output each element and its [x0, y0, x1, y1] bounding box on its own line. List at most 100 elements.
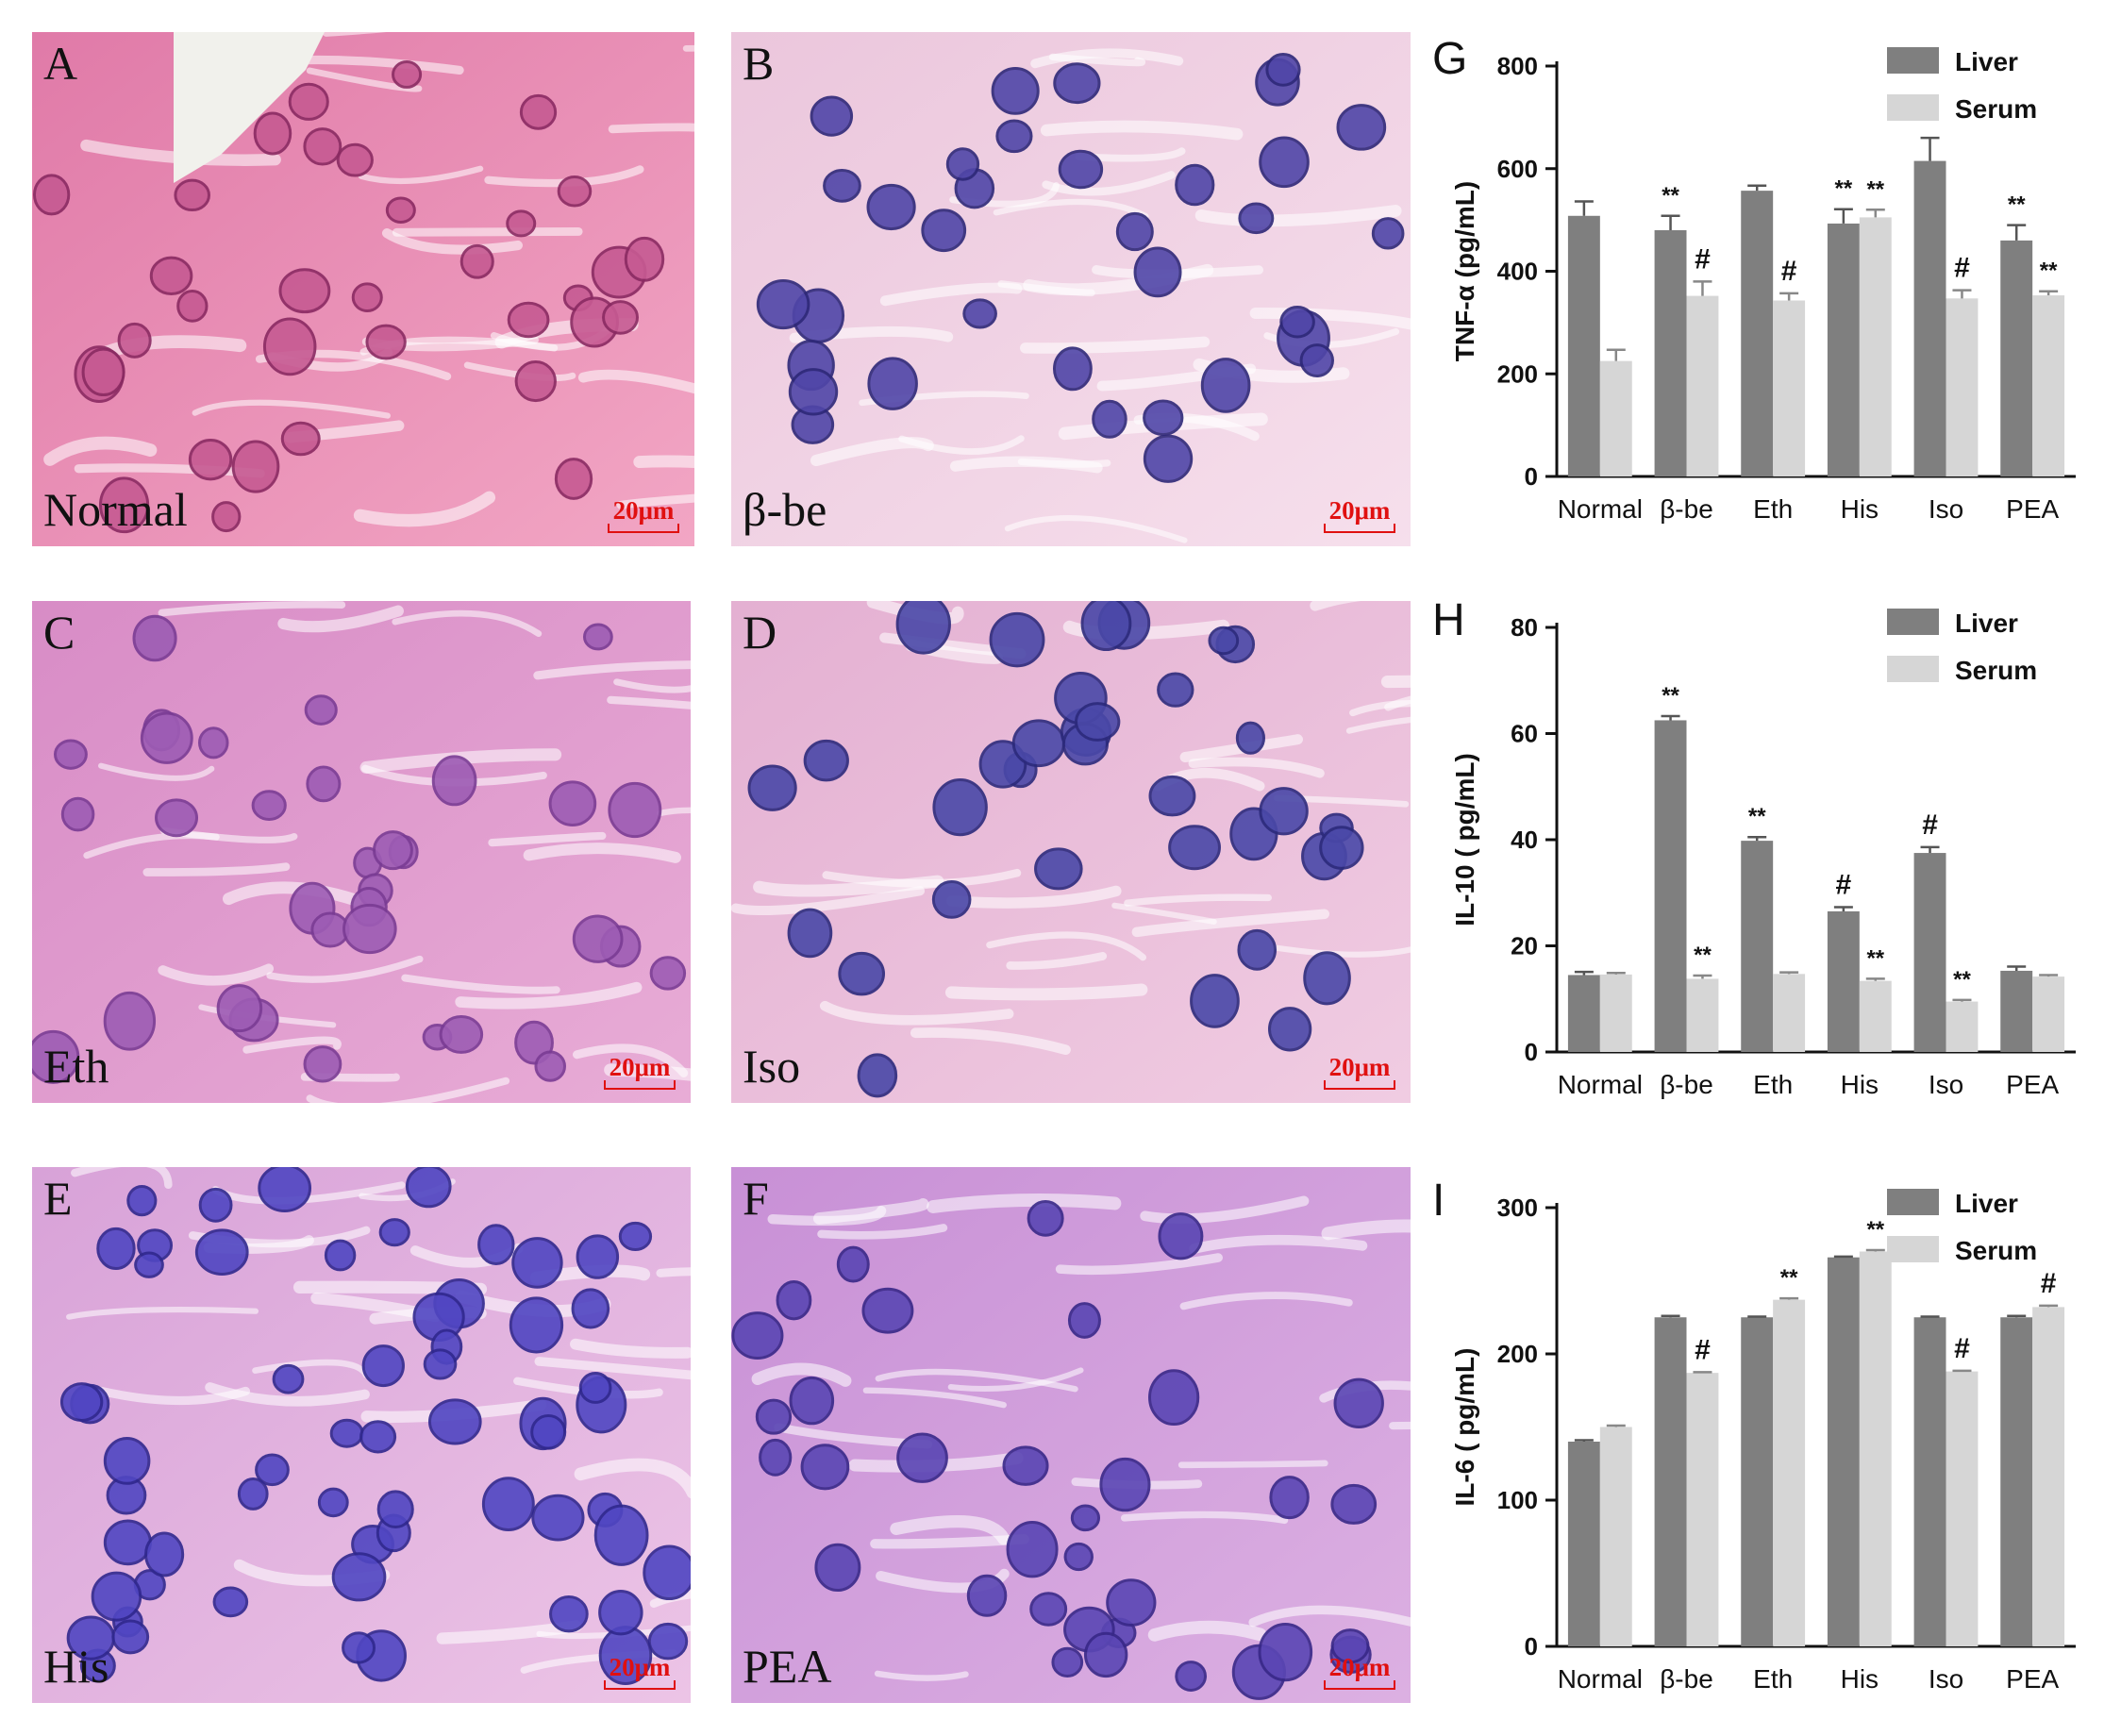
- bar-serum: [2032, 1307, 2065, 1646]
- x-tick-label: Eth: [1753, 1664, 1793, 1694]
- significance-marker: **: [1866, 945, 1884, 971]
- cell-nucleus: [776, 1279, 812, 1321]
- cell-nucleus: [989, 611, 1045, 668]
- error-bar: [2007, 1314, 2027, 1318]
- cell-nucleus: [578, 1372, 612, 1404]
- error-bar: [1952, 998, 1972, 1002]
- cell-nucleus: [1158, 1212, 1204, 1260]
- error-bar: [1661, 214, 1680, 230]
- scale-bar: 20μm: [604, 1654, 676, 1690]
- cell-nucleus: [1148, 775, 1196, 817]
- bar-liver: [2000, 1317, 2033, 1646]
- bar-serum: [1946, 298, 1979, 476]
- cell-nucleus: [365, 324, 407, 360]
- bar-liver: [1741, 841, 1774, 1052]
- cell-nucleus: [1002, 1445, 1049, 1486]
- micrograph-panel-f: F PEA 20μm: [731, 1167, 1411, 1703]
- cell-nucleus: [1371, 217, 1405, 250]
- scale-bar: 20μm: [608, 497, 679, 533]
- cell-nucleus: [814, 1543, 861, 1593]
- cell-nucleus: [962, 298, 997, 329]
- bar-chart: H 0 20 40 60 80 IL-10 ( pg/mL) Normal ** ** β-be **…: [1432, 595, 2076, 1099]
- bar-liver: [1913, 853, 1946, 1052]
- cell-nucleus: [582, 623, 613, 651]
- error-bar: [1920, 845, 1940, 854]
- cell-nucleus: [1238, 202, 1275, 235]
- cell-nucleus: [1075, 702, 1121, 742]
- x-tick-label: Eth: [1753, 494, 1793, 524]
- cell-nucleus: [759, 1438, 793, 1477]
- cell-nucleus: [155, 798, 199, 838]
- error-bar: [1865, 977, 1885, 981]
- cell-nucleus: [253, 111, 292, 156]
- error-bar: [1779, 1296, 1799, 1300]
- cell-nucleus: [514, 360, 557, 403]
- error-bar: [1574, 200, 1594, 216]
- scale-bar-line: [1324, 1680, 1395, 1690]
- cell-nucleus: [509, 1296, 564, 1354]
- significance-marker: #: [1954, 253, 1970, 284]
- legend-label: Serum: [1955, 94, 2037, 124]
- cell-nucleus: [331, 1552, 387, 1602]
- bar-liver: [1654, 1317, 1687, 1646]
- error-bar: [1606, 971, 1626, 975]
- y-axis-label: TNF-α (pg/mL): [1450, 181, 1479, 361]
- cell-nucleus: [194, 1228, 249, 1276]
- cell-nucleus: [378, 1218, 410, 1247]
- x-tick-label: Normal: [1558, 494, 1643, 524]
- x-tick-label: Iso: [1929, 494, 1963, 524]
- cell-nucleus: [1208, 626, 1240, 656]
- cell-nucleus: [144, 1531, 185, 1577]
- y-tick-label: 200: [1497, 1340, 1538, 1368]
- y-tick-label: 20: [1511, 932, 1538, 960]
- group-label: PEA: [743, 1640, 832, 1693]
- cell-nucleus: [351, 282, 383, 312]
- cell-nucleus: [511, 1237, 563, 1289]
- chart-panel-g: G 0 200 400 600 800 TNF-α (pg/mL) Normal ** # β-be…: [1425, 28, 2113, 538]
- bar-serum: [1773, 300, 1806, 476]
- scale-bar: 20μm: [1324, 497, 1395, 533]
- cell-nucleus: [1027, 1199, 1064, 1237]
- cell-nucleus: [836, 1245, 870, 1283]
- cell-nucleus: [361, 1344, 405, 1388]
- panel-letter: F: [743, 1172, 769, 1225]
- chart-panel-letter: I: [1432, 1176, 1445, 1226]
- cell-nucleus: [747, 764, 797, 811]
- significance-marker: **: [1953, 967, 1971, 993]
- cell-nucleus: [1259, 136, 1310, 189]
- cell-nucleus: [731, 1311, 784, 1360]
- cell-nucleus: [1051, 1646, 1084, 1678]
- error-bar: [1747, 1315, 1767, 1318]
- y-tick-label: 0: [1525, 1632, 1538, 1661]
- cell-nucleus: [423, 1348, 458, 1380]
- bar-serum: [1599, 360, 1632, 476]
- group-label: His: [43, 1640, 109, 1693]
- bar-serum: [1859, 1251, 1892, 1646]
- cell-nucleus: [427, 1398, 482, 1445]
- cell-nucleus: [98, 476, 150, 534]
- cell-nucleus: [618, 1221, 653, 1252]
- cell-nucleus: [921, 209, 967, 253]
- cell-nucleus: [111, 1619, 150, 1655]
- panel-letter: B: [743, 37, 775, 90]
- cell-nucleus: [481, 1477, 535, 1531]
- cell-nucleus: [188, 438, 233, 481]
- cell-nucleus: [557, 175, 593, 208]
- cell-nucleus: [459, 243, 494, 279]
- cell-nucleus: [991, 67, 1040, 115]
- cell-nucleus: [1330, 1628, 1370, 1664]
- cell-nucleus: [303, 127, 342, 166]
- cell-nucleus: [304, 694, 338, 726]
- bar-liver: [1567, 215, 1600, 476]
- error-bar: [2039, 290, 2059, 296]
- legend-label: Serum: [1955, 1236, 2037, 1265]
- cell-nucleus: [32, 174, 71, 216]
- cell-nucleus: [149, 256, 193, 295]
- cell-nucleus: [866, 183, 916, 231]
- error-bar: [1952, 1369, 1972, 1373]
- tissue-image: [32, 32, 694, 546]
- cell-nucleus: [995, 119, 1033, 154]
- error-bar: [2007, 224, 2027, 241]
- cell-nucleus: [1168, 825, 1221, 871]
- cell-nucleus: [303, 1045, 342, 1083]
